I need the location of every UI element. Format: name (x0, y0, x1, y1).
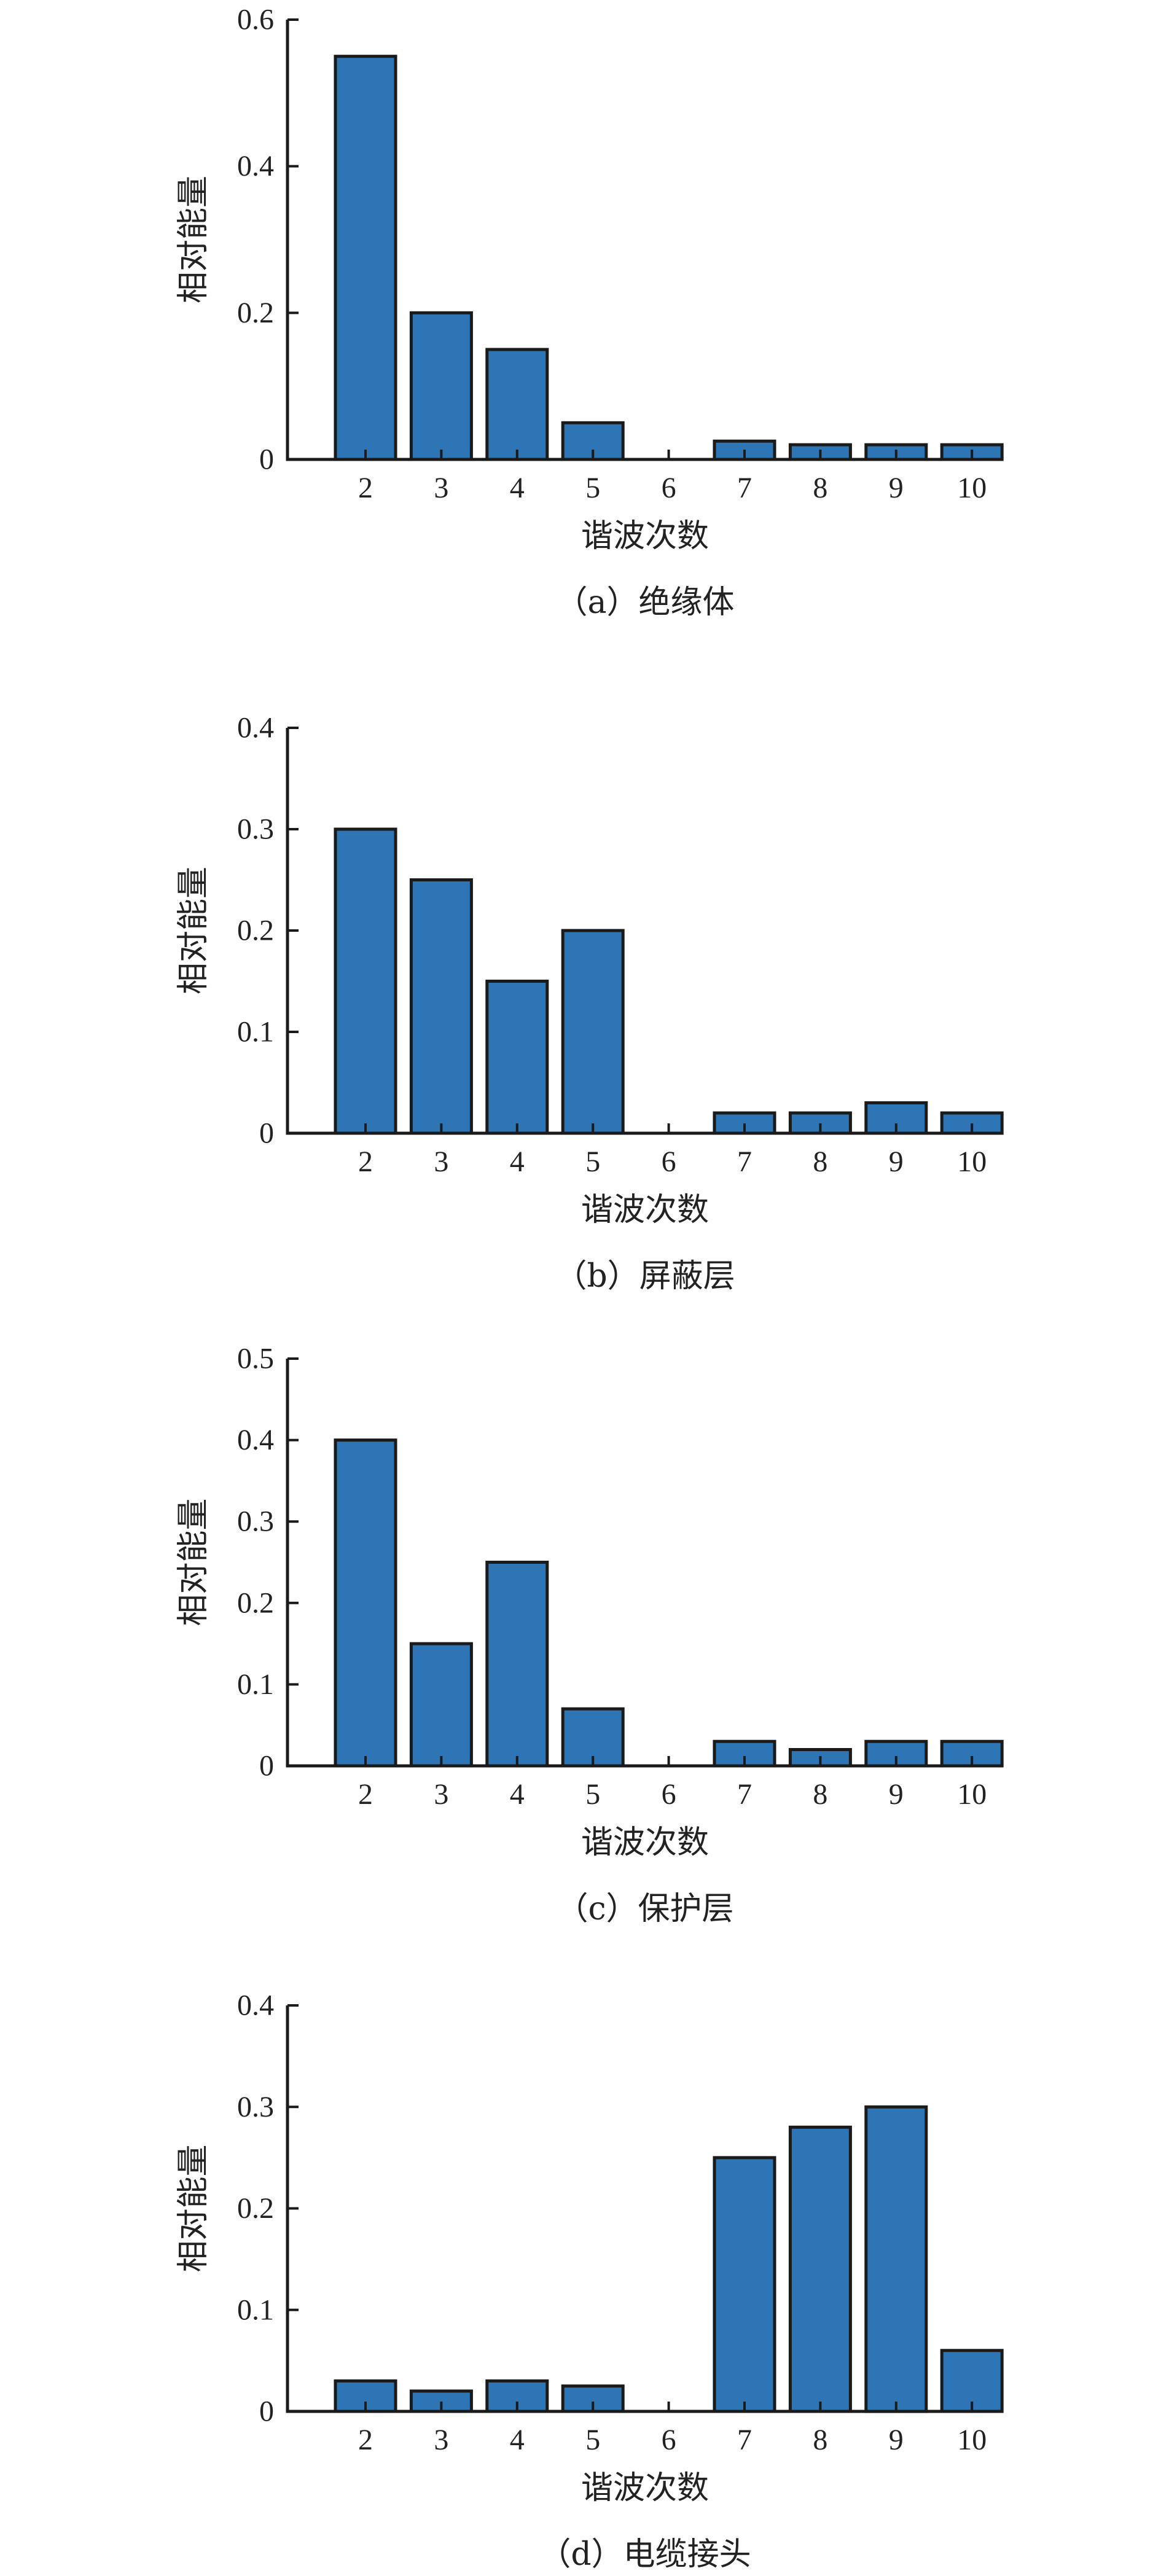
bar-10 (940, 2349, 1004, 2413)
x-tick-label: 10 (957, 1778, 987, 1811)
x-tick-label: 8 (813, 1146, 827, 1178)
x-tick-label: 10 (957, 1146, 987, 1178)
y-tick-label: 0.2 (237, 915, 274, 947)
x-tick-label: 2 (358, 1778, 373, 1811)
y-tick-label: 0.4 (237, 712, 274, 744)
x-tick-label: 8 (813, 1778, 827, 1811)
x-tick-label: 6 (662, 1778, 676, 1811)
y-tick-label: 0 (259, 443, 274, 476)
y-tick-label: 0.3 (237, 813, 274, 846)
x-tick-label: 6 (662, 2424, 676, 2456)
chart-panel-c: 0 0.1 0.2 0.3 0.4 0.5 2 3 4 5 6 7 8 9 10 谐波次数 相对能量 （c）保护层 (175, 1343, 1004, 1927)
y-tick-label: 0.6 (237, 4, 274, 36)
y-tick-label: 0 (259, 1750, 274, 1782)
figure-caption: （a）绝缘体 (555, 584, 734, 621)
y-tick-label: 0.4 (237, 150, 274, 182)
x-axis-label: 谐波次数 (581, 2470, 709, 2507)
figure-caption: （d）电缆接头 (539, 2536, 751, 2573)
y-axis-label: 相对能量 (175, 2144, 212, 2272)
y-axis-label: 相对能量 (175, 176, 212, 303)
figure-caption: （b）屏蔽层 (555, 1258, 735, 1295)
x-tick-label: 6 (662, 472, 676, 504)
x-tick-label: 5 (585, 472, 600, 504)
bar-3 (409, 878, 473, 1135)
x-tick-label: 8 (813, 472, 827, 504)
x-tick-label: 4 (510, 1146, 525, 1178)
x-tick-label: 9 (889, 2424, 904, 2456)
bar-4 (485, 348, 549, 461)
bar-5 (561, 929, 625, 1135)
y-tick-label: 0.2 (237, 2192, 274, 2225)
bar-2 (334, 55, 397, 461)
x-tick-label: 7 (737, 1778, 752, 1811)
y-tick-label: 0.4 (237, 1989, 274, 2022)
x-tick-label: 2 (358, 1146, 373, 1178)
y-tick-label: 0.1 (237, 1668, 274, 1701)
x-tick-label: 5 (585, 2424, 600, 2456)
x-tick-label: 9 (889, 472, 904, 504)
x-axis-label: 谐波次数 (581, 1192, 709, 1228)
x-tick-label: 5 (585, 1146, 600, 1178)
y-tick-label: 0.3 (237, 2091, 274, 2123)
bar-3 (409, 311, 473, 461)
y-axis-label: 相对能量 (175, 867, 212, 994)
x-axis-label: 谐波次数 (581, 518, 709, 555)
chart-panel-d: 0 0.1 0.2 0.3 0.4 2 3 4 5 6 7 8 9 10 谐波次数 相对能量 （d）电缆接头 (175, 1989, 1004, 2573)
bar-4 (485, 980, 549, 1135)
y-axis-label: 相对能量 (175, 1498, 212, 1626)
figure-caption: （c）保护层 (556, 1891, 733, 1927)
y-tick-label: 0 (259, 1117, 274, 1150)
x-tick-label: 6 (662, 1146, 676, 1178)
y-tick-label: 0.4 (237, 1424, 274, 1456)
x-tick-label: 5 (585, 1778, 600, 1811)
y-tick-label: 0.5 (237, 1343, 274, 1375)
chart-panel-a: 0 0.2 0.4 0.6 2 3 4 5 6 7 8 9 10 谐波次数 相对能量 （a）绝缘体 (175, 4, 1004, 621)
x-tick-label: 4 (510, 472, 525, 504)
x-tick-label: 10 (957, 2424, 987, 2456)
x-tick-label: 3 (434, 1146, 448, 1178)
x-tick-label: 2 (358, 2424, 373, 2456)
bar-8 (788, 2125, 852, 2413)
x-tick-label: 3 (434, 472, 448, 504)
x-tick-label: 9 (889, 1778, 904, 1811)
x-tick-label: 9 (889, 1146, 904, 1178)
bar-2 (334, 827, 397, 1135)
x-tick-label: 8 (813, 2424, 827, 2456)
x-tick-label: 7 (737, 472, 752, 504)
bar-3 (409, 1642, 473, 1768)
x-tick-label: 10 (957, 472, 987, 504)
x-tick-label: 7 (737, 2424, 752, 2456)
y-tick-label: 0.3 (237, 1505, 274, 1538)
y-tick-label: 0 (259, 2395, 274, 2428)
x-axis-label: 谐波次数 (581, 1824, 709, 1861)
y-tick-label: 0.1 (237, 2293, 274, 2326)
y-tick-label: 0.2 (237, 297, 274, 329)
bar-9 (864, 2105, 928, 2413)
x-tick-label: 3 (434, 1778, 448, 1811)
y-tick-label: 0.2 (237, 1587, 274, 1619)
bar-4 (485, 1561, 549, 1768)
bar-2 (334, 1438, 397, 1768)
x-tick-label: 3 (434, 2424, 448, 2456)
y-tick-label: 0.1 (237, 1016, 274, 1048)
chart-panel-b: 0 0.1 0.2 0.3 0.4 2 3 4 5 6 7 8 9 10 谐波次数 相对能量 （b）屏蔽层 (175, 712, 1004, 1295)
bar-7 (713, 2156, 776, 2413)
x-tick-label: 7 (737, 1146, 752, 1178)
x-tick-label: 2 (358, 472, 373, 504)
x-tick-label: 4 (510, 1778, 525, 1811)
x-tick-label: 4 (510, 2424, 525, 2456)
